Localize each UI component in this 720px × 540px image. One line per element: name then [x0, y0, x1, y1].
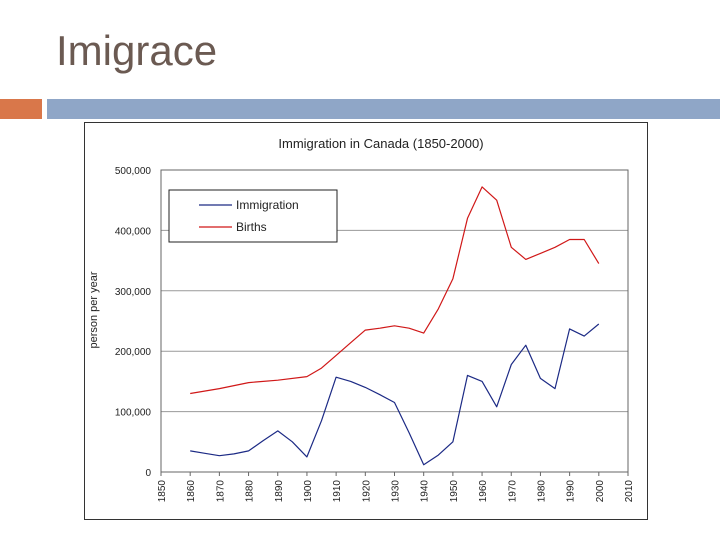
x-tick-label: 1940: [420, 480, 431, 503]
x-tick-label: 1990: [566, 480, 577, 503]
x-tick-label: 2010: [624, 480, 635, 503]
immigration-chart: Immigration in Canada (1850-2000) person…: [88, 136, 635, 503]
x-tick-label: 1870: [215, 480, 226, 503]
x-tick-label: 1930: [391, 480, 402, 503]
y-tick-label: 100,000: [115, 408, 152, 419]
y-tick-label: 300,000: [115, 287, 152, 298]
series-line-immigration: [190, 323, 600, 466]
y-tick-label: 200,000: [115, 347, 152, 358]
x-tick-label: 1850: [157, 480, 168, 503]
x-tick-label: 1860: [186, 480, 197, 503]
series-line-births: [190, 186, 600, 395]
x-tick-label: 1920: [361, 480, 372, 503]
legend-label-births: Births: [236, 220, 267, 234]
title-rule-bar: [47, 99, 720, 119]
x-tick-label: 1980: [536, 480, 547, 503]
y-axis-label: person per year: [88, 271, 100, 348]
legend: Immigration Births: [168, 189, 338, 243]
x-tick-label: 1890: [274, 480, 285, 503]
chart-title: Immigration in Canada (1850-2000): [278, 136, 483, 151]
title-accent-bar: [0, 99, 42, 119]
y-tick-label: 500,000: [115, 166, 152, 177]
y-tick-label: 0: [145, 468, 151, 479]
x-tick-label: 1950: [449, 480, 460, 503]
legend-box: [168, 189, 338, 243]
x-tick-label: 1960: [478, 480, 489, 503]
x-tick-label: 1970: [507, 480, 518, 503]
slide-title: Imigrace: [56, 27, 218, 74]
x-tick-label: 1910: [332, 480, 343, 503]
x-tick-label: 1880: [245, 480, 256, 503]
legend-label-immigration: Immigration: [236, 198, 299, 212]
x-tick-label: 2000: [595, 480, 606, 503]
chart-frame: Immigration in Canada (1850-2000) person…: [84, 122, 648, 520]
y-tick-label: 400,000: [115, 226, 152, 237]
x-tick-label: 1900: [303, 480, 314, 503]
